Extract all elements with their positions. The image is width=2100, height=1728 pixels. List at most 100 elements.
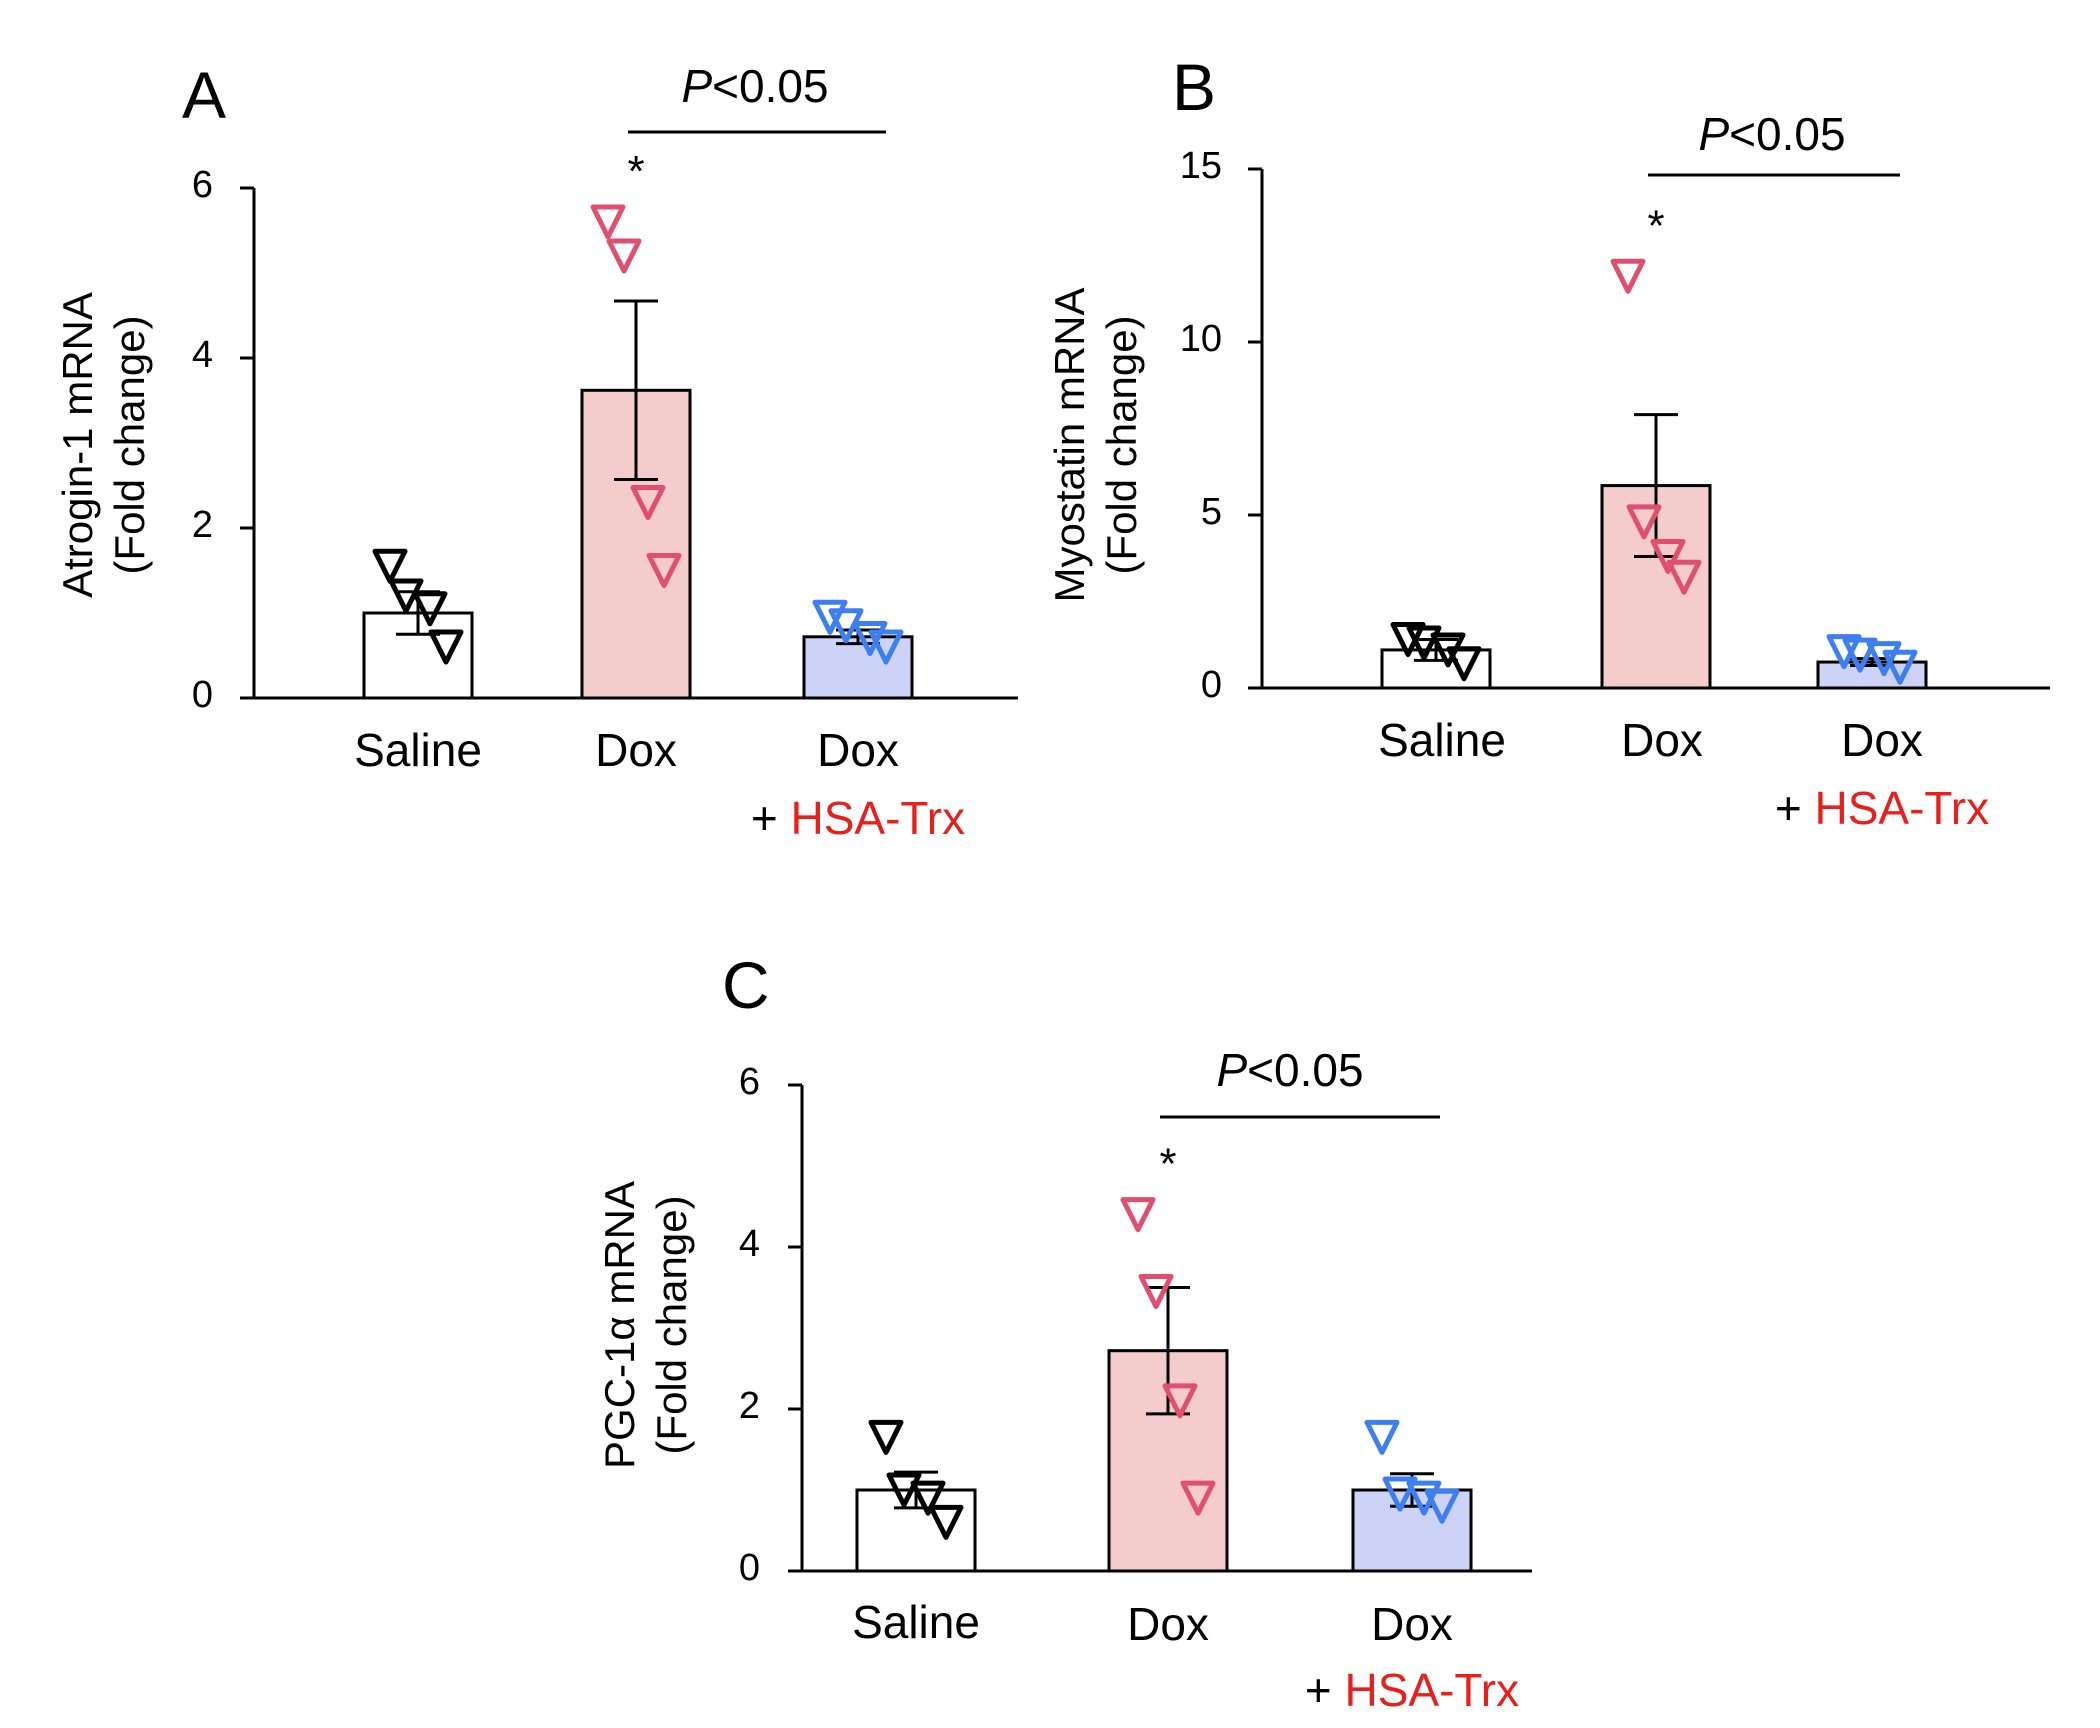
panel-c: C PGC-1α mRNA (Fold change) 0 2 4 6 Sali… xyxy=(596,948,1519,1716)
panel-b-dox-point-2 xyxy=(1626,504,1662,540)
panel-c-dox-point-3 xyxy=(1162,1383,1198,1419)
panel-b-cat-saline: Saline xyxy=(1378,714,1506,766)
panel-b-sub-highlight: HSA-Trx xyxy=(1815,782,1990,834)
panel-c-yticks: 0 2 4 6 xyxy=(739,1061,760,1589)
panel-b-dox-trx-point-2 xyxy=(1842,637,1878,673)
panel-a-saline-point-1 xyxy=(372,548,408,584)
panel-c-saline-point-2 xyxy=(886,1472,922,1508)
panel-a-sig-p: P xyxy=(681,60,712,112)
panel-b-dox-trx-point-4 xyxy=(1882,649,1918,685)
panel-a-cat-saline: Saline xyxy=(354,724,482,776)
panel-b-ytick-15: 15 xyxy=(1180,145,1222,187)
panel-a-cat-dox-trx-sub: + HSA-Trx xyxy=(751,792,965,844)
panel-a-ylabel: Atrogin-1 mRNA (Fold change) xyxy=(54,292,153,598)
panel-b-sig-label: P<0.05 xyxy=(1698,108,1845,160)
panel-a-dox-trx-point-3 xyxy=(852,621,888,656)
panel-b-dox-point-3 xyxy=(1650,539,1686,575)
panel-b-sig-rest: <0.05 xyxy=(1729,108,1845,160)
panel-c-plot: * xyxy=(788,1083,1532,1573)
panel-b-yticks: 0 5 10 15 xyxy=(1180,145,1222,706)
panel-c-dox-point-4 xyxy=(1180,1480,1216,1516)
panel-a-plot: * xyxy=(240,130,1018,700)
panel-c-dox-point-2 xyxy=(1138,1274,1174,1310)
panel-c-ytick-2: 2 xyxy=(739,1385,760,1427)
panel-a: A Atrogin-1 mRNA (Fold change) 0 2 4 6 S… xyxy=(54,58,965,844)
panel-c-ylabel: PGC-1α mRNA (Fold change) xyxy=(596,1181,695,1469)
panel-a-dox-point-2 xyxy=(606,238,642,274)
panel-c-sub-highlight: HSA-Trx xyxy=(1345,1664,1520,1716)
panel-c-significance: P<0.05 xyxy=(1216,1044,1363,1096)
panel-b-dox-point-4 xyxy=(1666,559,1702,595)
panel-b-ylabel-line1: Myostatin mRNA xyxy=(1046,287,1093,602)
panel-c-cat-saline: Saline xyxy=(852,1596,980,1648)
panel-c-dox-trx-point-2 xyxy=(1382,1476,1418,1512)
panel-a-sig-label: P<0.05 xyxy=(681,60,828,112)
panel-c-sig-p: P xyxy=(1216,1044,1247,1096)
panel-a-dox-trx-point-4 xyxy=(868,629,904,665)
panel-c-sub-prefix: + xyxy=(1305,1664,1345,1716)
panel-a-category-labels: Saline Dox Dox + HSA-Trx xyxy=(354,724,965,844)
panel-a-sub-prefix: + xyxy=(751,792,791,844)
panel-a-ylabel-line1: Atrogin-1 mRNA xyxy=(54,292,101,598)
panel-c-cat-dox-trx: Dox xyxy=(1371,1598,1453,1650)
panel-b-plot: * xyxy=(1248,167,2050,690)
panel-a-yticks: 0 2 4 6 xyxy=(192,164,213,716)
panel-a-saline-point-4 xyxy=(428,629,464,665)
panel-c-saline-point-3 xyxy=(910,1480,946,1516)
panel-b-significance: P<0.05 xyxy=(1698,108,1845,160)
panel-b-cat-dox: Dox xyxy=(1621,714,1703,766)
panel-a-cat-dox-trx: Dox xyxy=(817,724,899,776)
panel-c-sig-rest: <0.05 xyxy=(1247,1044,1363,1096)
panel-c-sig-label: P<0.05 xyxy=(1216,1044,1363,1096)
panel-b-ytick-5: 5 xyxy=(1201,491,1222,533)
panel-c-ylabel-line1: PGC-1α mRNA xyxy=(596,1181,643,1469)
panel-c-letter: C xyxy=(722,948,770,1022)
panel-c-ylabel-line2: (Fold change) xyxy=(648,1195,695,1454)
panel-a-ytick-6: 6 xyxy=(192,164,213,206)
panel-b-ylabel-line2: (Fold change) xyxy=(1098,315,1145,574)
panel-b-ylabel: Myostatin mRNA (Fold change) xyxy=(1046,287,1145,602)
panel-c-dox-trx-point-1 xyxy=(1364,1419,1400,1455)
panel-a-ytick-2: 2 xyxy=(192,504,213,546)
panel-b-category-labels: Saline Dox Dox + HSA-Trx xyxy=(1378,714,1989,834)
panel-c-category-labels: Saline Dox Dox + HSA-Trx xyxy=(852,1596,1519,1716)
panel-a-dox-trx-point-1 xyxy=(812,599,848,635)
panel-c-star: * xyxy=(1159,1140,1176,1189)
panel-a-dox-point-4 xyxy=(646,553,682,588)
panel-b-star: * xyxy=(1647,201,1664,250)
panel-a-saline-point-3 xyxy=(412,591,448,627)
panel-b-saline-point-4 xyxy=(1446,646,1482,682)
panel-b-letter: B xyxy=(1172,50,1216,124)
panel-a-ylabel-line2: (Fold change) xyxy=(106,315,153,574)
panel-c-saline-point-4 xyxy=(928,1504,964,1540)
panel-b-ytick-0: 0 xyxy=(1201,664,1222,706)
panel-a-cat-dox: Dox xyxy=(595,724,677,776)
panel-a-significance: P<0.05 xyxy=(681,60,828,112)
panel-b-dox-point-1 xyxy=(1610,258,1646,294)
panel-a-letter: A xyxy=(182,58,226,132)
panel-b-saline-point-2 xyxy=(1406,625,1442,661)
panel-a-dox-point-1 xyxy=(590,204,626,240)
panel-c-ytick-4: 4 xyxy=(739,1223,760,1265)
panel-c-dox-point-1 xyxy=(1120,1197,1156,1233)
panel-c-cat-dox: Dox xyxy=(1127,1598,1209,1650)
panel-c-cat-dox-trx-sub: + HSA-Trx xyxy=(1305,1664,1519,1716)
panel-c-saline-point-1 xyxy=(868,1419,904,1455)
panel-a-star: * xyxy=(627,147,644,196)
panel-a-ytick-4: 4 xyxy=(192,334,213,376)
panel-b-sub-prefix: + xyxy=(1775,782,1815,834)
panel-b: B Myostatin mRNA (Fold change) 0 5 10 15… xyxy=(1046,50,1989,834)
panel-c-dox-trx-point-4 xyxy=(1424,1488,1460,1524)
panel-a-ytick-0: 0 xyxy=(192,674,213,716)
panel-c-ytick-0: 0 xyxy=(739,1547,760,1589)
panel-b-cat-dox-trx: Dox xyxy=(1841,714,1923,766)
panel-a-sig-rest: <0.05 xyxy=(712,60,828,112)
panel-b-dox-trx-point-3 xyxy=(1866,641,1902,677)
panel-c-ytick-6: 6 xyxy=(739,1061,760,1103)
panel-a-dox-point-3 xyxy=(630,485,666,520)
panel-a-sub-highlight: HSA-Trx xyxy=(791,792,966,844)
panel-b-sig-p: P xyxy=(1698,108,1729,160)
panel-b-ytick-10: 10 xyxy=(1180,318,1222,360)
panel-b-cat-dox-trx-sub: + HSA-Trx xyxy=(1775,782,1989,834)
